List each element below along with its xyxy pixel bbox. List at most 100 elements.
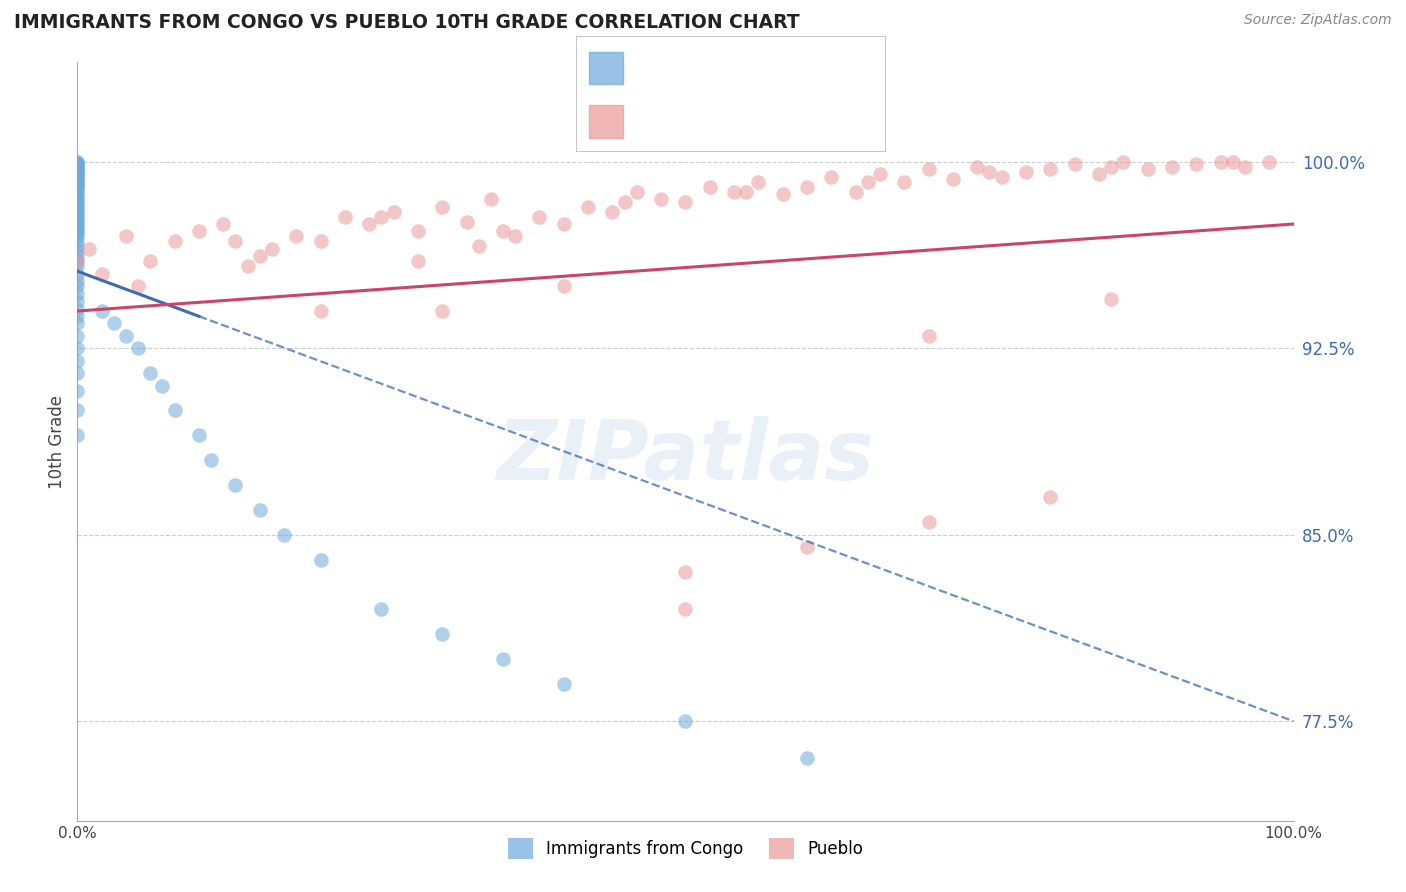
Point: [1161, 160, 1184, 174]
Point: [66, 194, 89, 209]
Point: [359, 217, 381, 231]
Bar: [589, 52, 623, 85]
Point: [430, 627, 453, 641]
Point: [66, 160, 89, 174]
Point: [66, 260, 89, 274]
Point: [979, 165, 1001, 179]
Point: [1063, 157, 1085, 171]
Point: [66, 162, 89, 177]
Point: [406, 225, 429, 239]
Text: Source: ZipAtlas.com: Source: ZipAtlas.com: [1244, 13, 1392, 28]
Point: [66, 154, 89, 169]
Point: [139, 254, 162, 268]
Point: [406, 254, 429, 268]
Point: [260, 242, 283, 256]
Point: [918, 516, 941, 530]
Point: [990, 169, 1012, 184]
Bar: [589, 105, 623, 137]
Point: [553, 217, 575, 231]
Point: [66, 249, 89, 263]
Point: [370, 602, 392, 616]
Point: [66, 178, 89, 192]
Point: [66, 403, 89, 417]
Point: [115, 229, 138, 244]
Point: [66, 167, 89, 181]
Point: [66, 214, 89, 228]
Point: [66, 279, 89, 293]
Point: [115, 329, 138, 343]
Point: [845, 185, 868, 199]
Point: [66, 235, 89, 249]
Point: [747, 175, 769, 189]
Point: [382, 204, 405, 219]
Point: [249, 503, 271, 517]
Point: [309, 235, 332, 249]
Point: [200, 453, 222, 467]
Point: [66, 274, 89, 288]
Point: [467, 239, 489, 253]
Point: [79, 242, 101, 256]
Point: [613, 194, 636, 209]
Point: [1039, 162, 1062, 177]
Point: [66, 189, 89, 203]
Point: [675, 602, 697, 616]
Point: [699, 179, 721, 194]
Point: [188, 428, 211, 442]
Point: [66, 229, 89, 244]
Point: [249, 249, 271, 263]
Point: [529, 210, 551, 224]
Point: [333, 210, 356, 224]
Point: [66, 169, 89, 184]
Point: [918, 162, 941, 177]
Text: ZIPatlas: ZIPatlas: [496, 417, 875, 497]
Point: [1099, 160, 1122, 174]
Point: [1233, 160, 1256, 174]
Point: [66, 175, 89, 189]
Point: [66, 227, 89, 241]
Point: [66, 202, 89, 216]
Point: [66, 179, 89, 194]
Point: [430, 200, 453, 214]
Point: [103, 317, 125, 331]
Point: [492, 225, 515, 239]
Point: [127, 341, 149, 355]
Point: [309, 552, 332, 566]
Point: [66, 217, 89, 231]
Point: [309, 304, 332, 318]
FancyBboxPatch shape: [576, 36, 886, 152]
Point: [796, 179, 818, 194]
Text: N = 74: N = 74: [780, 112, 860, 130]
Point: [236, 260, 259, 274]
Point: [66, 286, 89, 301]
Point: [66, 200, 89, 214]
Point: [66, 210, 89, 224]
Legend: Immigrants from Congo, Pueblo: Immigrants from Congo, Pueblo: [502, 831, 869, 865]
Point: [370, 210, 392, 224]
Point: [66, 207, 89, 221]
Point: [66, 254, 89, 268]
Point: [820, 169, 842, 184]
Text: R =: R =: [636, 59, 675, 77]
Point: [553, 677, 575, 691]
Point: [66, 169, 89, 184]
Point: [66, 182, 89, 196]
Point: [602, 204, 624, 219]
Point: [66, 204, 89, 219]
Point: [66, 172, 89, 186]
Point: [90, 304, 112, 318]
Point: [66, 353, 89, 368]
Point: [66, 187, 89, 202]
Point: [1099, 292, 1122, 306]
Point: [772, 187, 794, 202]
Point: [430, 304, 453, 318]
Point: [212, 217, 235, 231]
Point: [1015, 165, 1038, 179]
Point: [127, 279, 149, 293]
Point: [1222, 154, 1244, 169]
Point: [66, 185, 89, 199]
Text: -0.025: -0.025: [695, 59, 754, 77]
Point: [650, 192, 672, 206]
Point: [66, 366, 89, 380]
Point: [66, 175, 89, 189]
Point: [966, 160, 988, 174]
